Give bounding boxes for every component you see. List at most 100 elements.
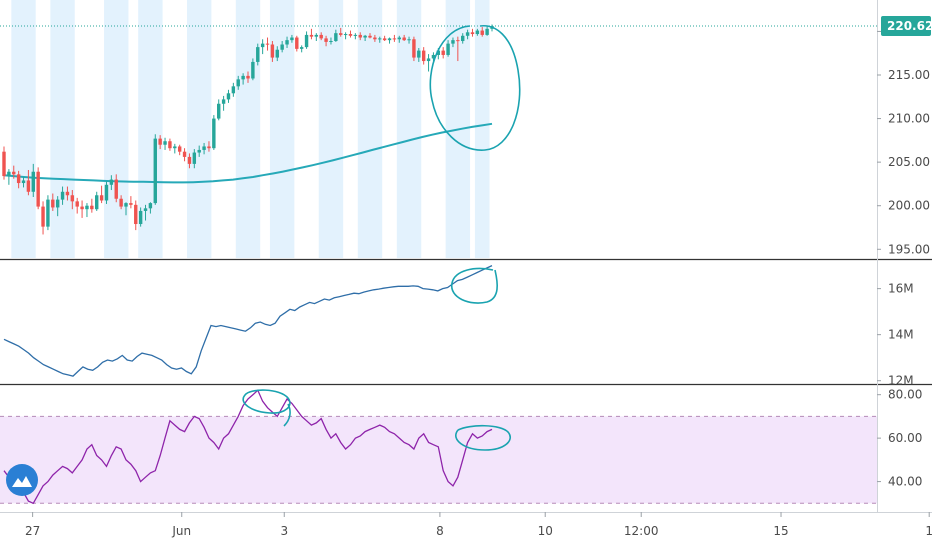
tradingview-logo[interactable] xyxy=(6,464,38,496)
session-band xyxy=(357,0,383,258)
candle-body xyxy=(290,37,294,41)
candle-body xyxy=(148,203,153,209)
candle-body xyxy=(456,40,460,42)
obv-line xyxy=(3,265,493,377)
axes: 195.00200.00205.00210.00215.00220.0012M1… xyxy=(0,0,932,538)
candle-body xyxy=(70,195,75,202)
candle-body xyxy=(402,37,406,41)
candle-body xyxy=(260,43,265,48)
last-price-badge xyxy=(881,16,931,37)
x-tick-label: Jun xyxy=(171,524,191,538)
candle-body xyxy=(461,35,465,42)
candle-body xyxy=(65,191,70,196)
candle-body xyxy=(226,93,231,100)
last-price-label: 220.62 xyxy=(887,19,932,33)
logo-badge xyxy=(6,464,38,496)
moving-average-line xyxy=(3,122,493,184)
x-tick-label: 27 xyxy=(25,524,40,538)
session-band xyxy=(235,0,261,258)
candle-body xyxy=(163,141,167,145)
candle-body xyxy=(55,199,60,208)
candle-body xyxy=(265,43,270,45)
annotation-circle-obv xyxy=(451,267,499,304)
candle-body xyxy=(246,75,250,79)
candle-body xyxy=(304,34,309,48)
candle-body xyxy=(285,40,289,45)
candle-body xyxy=(236,79,240,87)
candle-body xyxy=(309,34,314,37)
candle-body xyxy=(421,50,426,62)
candle-body xyxy=(465,32,470,36)
annotation-circle-rsi-recent xyxy=(455,424,511,451)
candle-body xyxy=(334,33,338,42)
candle-body xyxy=(299,47,304,49)
candle-body xyxy=(26,180,31,192)
candle-body xyxy=(446,43,450,55)
obv-tick-label: 16M xyxy=(888,282,914,296)
session-band xyxy=(187,0,212,258)
candle-body xyxy=(16,174,21,184)
candle-body xyxy=(441,50,445,55)
candle-body xyxy=(41,206,45,227)
candle-body xyxy=(319,34,323,39)
candle-body xyxy=(358,34,362,38)
candle-body xyxy=(202,146,206,150)
candle-body xyxy=(46,199,50,227)
x-tick-label: 1 xyxy=(925,524,932,538)
rsi-pane[interactable] xyxy=(0,389,877,505)
candle-body xyxy=(177,146,182,152)
candle-body xyxy=(85,205,89,210)
candle-body xyxy=(129,203,133,205)
candle-body xyxy=(353,34,358,36)
logo-mark-icon xyxy=(12,476,32,487)
candle-body xyxy=(217,103,221,119)
rsi-tick-label: 80.00 xyxy=(888,388,922,402)
session-band xyxy=(50,0,75,258)
candle-body xyxy=(104,184,109,201)
candle-body xyxy=(51,199,55,208)
candle-body xyxy=(36,171,40,207)
candle-body xyxy=(485,28,489,35)
candle-body xyxy=(212,118,216,149)
candle-body xyxy=(134,204,138,225)
candle-body xyxy=(231,86,236,94)
x-tick-label: 10 xyxy=(538,524,553,538)
volume-indicator-pane[interactable] xyxy=(3,265,493,377)
x-tick-label: 15 xyxy=(773,524,788,538)
candle-body xyxy=(475,30,480,35)
candle-body xyxy=(221,99,226,104)
candle-body xyxy=(173,146,177,149)
candle-body xyxy=(270,44,275,58)
candle-body xyxy=(397,37,401,40)
price-tick-label: 205.00 xyxy=(888,155,930,169)
candle-body xyxy=(197,149,201,153)
candle-body xyxy=(114,179,118,199)
candle-body xyxy=(80,206,84,210)
candle-body xyxy=(109,179,114,185)
candle-body xyxy=(158,138,162,145)
candle-body xyxy=(378,38,382,40)
candle-body xyxy=(373,37,377,40)
candle-body xyxy=(412,39,416,58)
candle-body xyxy=(182,151,187,157)
candle-body xyxy=(436,50,441,55)
annotation-circle-price xyxy=(429,25,521,151)
candle-body xyxy=(2,151,6,177)
candle-body xyxy=(75,201,79,207)
candle-body xyxy=(256,47,260,62)
x-tick-label: 3 xyxy=(280,524,288,538)
candle-body xyxy=(343,34,348,36)
candle-body xyxy=(241,75,245,80)
price-pane[interactable] xyxy=(0,0,877,258)
session-band xyxy=(474,0,490,258)
candle-body xyxy=(138,210,143,225)
candle-body xyxy=(12,171,16,175)
candle-body xyxy=(119,198,123,207)
candle-body xyxy=(324,38,328,42)
rsi-line xyxy=(3,389,493,505)
price-tick-label: 210.00 xyxy=(888,112,930,126)
candle-body xyxy=(295,37,299,49)
candle-body xyxy=(99,195,104,201)
price-tick-label: 215.00 xyxy=(888,68,930,82)
